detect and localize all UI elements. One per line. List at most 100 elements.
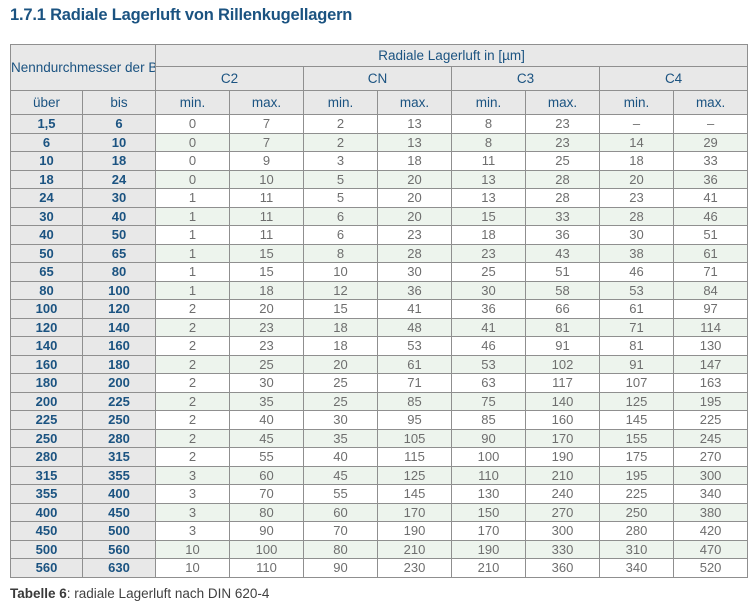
clearance-value-cell: 15 bbox=[303, 299, 379, 319]
clearance-value-cell: 11 bbox=[229, 206, 305, 226]
clearance-value-cell: 10 bbox=[303, 262, 379, 282]
clearance-value-cell: 20 bbox=[303, 354, 379, 374]
clearance-value-cell: 36 bbox=[525, 225, 601, 245]
clearance-value-cell: 6 bbox=[303, 225, 379, 245]
clearance-value-cell: 330 bbox=[525, 539, 601, 559]
clearance-value-cell: 117 bbox=[525, 373, 601, 393]
clearance-value-cell: 147 bbox=[673, 354, 749, 374]
table-row: 24 30 1 11 5 20 13 28 23 41 bbox=[10, 188, 749, 208]
clearance-value-cell: 8 bbox=[303, 243, 379, 263]
clearance-value-cell: 250 bbox=[599, 502, 675, 522]
clearance-value-cell: 340 bbox=[599, 558, 675, 578]
clearance-value-cell: 1 bbox=[155, 243, 231, 263]
clearance-value-cell: 80 bbox=[229, 502, 305, 522]
bore-range-cell: 140 bbox=[10, 336, 83, 356]
clearance-value-cell: 15 bbox=[229, 262, 305, 282]
col-header-c2-max: max. bbox=[229, 90, 305, 115]
clearance-value-cell: 300 bbox=[673, 465, 749, 485]
clearance-value-cell: 80 bbox=[303, 539, 379, 559]
clearance-value-cell: 71 bbox=[377, 373, 453, 393]
clearance-value-cell: 0 bbox=[155, 151, 231, 171]
clearance-value-cell: 33 bbox=[525, 206, 601, 226]
clearance-value-cell: 2 bbox=[155, 317, 231, 337]
clearance-value-cell: 48 bbox=[377, 317, 453, 337]
table-row: 225 250 2 40 30 95 85 160 145 225 bbox=[10, 410, 749, 430]
col-header-c4-min: min. bbox=[599, 90, 675, 115]
bore-range-cell: 225 bbox=[81, 391, 157, 411]
clearance-value-cell: 51 bbox=[673, 225, 749, 245]
clearance-value-cell: 210 bbox=[451, 558, 527, 578]
clearance-value-cell: 61 bbox=[377, 354, 453, 374]
bore-range-cell: 30 bbox=[81, 188, 157, 208]
header-row-groups: Nenndurchmesser der Bohrung d [mm] Radia… bbox=[9, 43, 749, 91]
clearance-value-cell: 30 bbox=[303, 410, 379, 430]
clearance-value-cell: 125 bbox=[599, 391, 675, 411]
bore-range-cell: 10 bbox=[81, 132, 157, 152]
bore-range-cell: 560 bbox=[81, 539, 157, 559]
bore-range-cell: 1,5 bbox=[10, 114, 83, 134]
clearance-value-cell: 23 bbox=[229, 317, 305, 337]
clearance-value-cell: 35 bbox=[229, 391, 305, 411]
clearance-value-cell: 7 bbox=[229, 132, 305, 152]
clearance-value-cell: 3 bbox=[303, 151, 379, 171]
clearance-value-cell: 1 bbox=[155, 280, 231, 300]
clearance-value-cell: 14 bbox=[599, 132, 675, 152]
table-row: 160 180 2 25 20 61 53 102 91 147 bbox=[10, 354, 749, 374]
clearance-value-cell: 107 bbox=[599, 373, 675, 393]
col-header-c3-min: min. bbox=[451, 90, 527, 115]
clearance-value-cell: 30 bbox=[599, 225, 675, 245]
bore-range-cell: 280 bbox=[81, 428, 157, 448]
clearance-value-cell: 2 bbox=[303, 114, 379, 134]
clearance-value-cell: 100 bbox=[229, 539, 305, 559]
clearance-value-cell: 36 bbox=[377, 280, 453, 300]
bore-range-cell: 24 bbox=[81, 169, 157, 189]
table-row: 180 200 2 30 25 71 63 117 107 163 bbox=[10, 373, 749, 393]
clearance-value-cell: 5 bbox=[303, 169, 379, 189]
clearance-value-cell: 5 bbox=[303, 188, 379, 208]
clearance-value-cell: 45 bbox=[303, 465, 379, 485]
clearance-value-cell: 2 bbox=[155, 428, 231, 448]
clearance-value-cell: 2 bbox=[155, 354, 231, 374]
clearance-value-cell: 3 bbox=[155, 521, 231, 541]
header-row-subcolumns: über bis min. max. min. max. min. max. m… bbox=[10, 90, 749, 115]
clearance-value-cell: 10 bbox=[155, 539, 231, 559]
clearance-value-cell: 28 bbox=[525, 188, 601, 208]
clearance-value-cell: 13 bbox=[377, 132, 453, 152]
clearance-value-cell: 63 bbox=[451, 373, 527, 393]
clearance-value-cell: 175 bbox=[599, 447, 675, 467]
clearance-value-cell: 35 bbox=[303, 428, 379, 448]
clearance-value-cell: 0 bbox=[155, 169, 231, 189]
clearance-value-cell: 85 bbox=[377, 391, 453, 411]
clearance-value-cell: 75 bbox=[451, 391, 527, 411]
bore-range-cell: 40 bbox=[10, 225, 83, 245]
clearance-value-cell: 225 bbox=[599, 484, 675, 504]
clearance-value-cell: 11 bbox=[229, 225, 305, 245]
clearance-value-cell: 230 bbox=[377, 558, 453, 578]
clearance-value-cell: 29 bbox=[673, 132, 749, 152]
clearance-value-cell: 190 bbox=[525, 447, 601, 467]
bore-range-cell: 180 bbox=[81, 354, 157, 374]
clearance-value-cell: 8 bbox=[451, 132, 527, 152]
table-row: 50 65 1 15 8 28 23 43 38 61 bbox=[10, 243, 749, 263]
clearance-value-cell: 170 bbox=[525, 428, 601, 448]
clearance-value-cell: 160 bbox=[525, 410, 601, 430]
clearance-value-cell: 71 bbox=[673, 262, 749, 282]
col-header-cn-max: max. bbox=[377, 90, 453, 115]
clearance-value-cell: 23 bbox=[377, 225, 453, 245]
bore-range-cell: 200 bbox=[81, 373, 157, 393]
bore-range-cell: 225 bbox=[10, 410, 83, 430]
bore-range-cell: 500 bbox=[10, 539, 83, 559]
clearance-value-cell: 145 bbox=[377, 484, 453, 504]
bore-range-cell: 250 bbox=[81, 410, 157, 430]
clearance-value-cell: 41 bbox=[673, 188, 749, 208]
clearance-value-cell: 9 bbox=[229, 151, 305, 171]
clearance-value-cell: 28 bbox=[599, 206, 675, 226]
clearance-value-cell: 41 bbox=[377, 299, 453, 319]
clearance-value-cell: 420 bbox=[673, 521, 749, 541]
table-row: 80 100 1 18 12 36 30 58 53 84 bbox=[10, 280, 749, 300]
clearance-value-cell: 23 bbox=[525, 132, 601, 152]
clearance-value-cell: 81 bbox=[525, 317, 601, 337]
col-header-c2-min: min. bbox=[155, 90, 231, 115]
clearance-value-cell: 20 bbox=[377, 206, 453, 226]
clearance-value-cell: 70 bbox=[303, 521, 379, 541]
